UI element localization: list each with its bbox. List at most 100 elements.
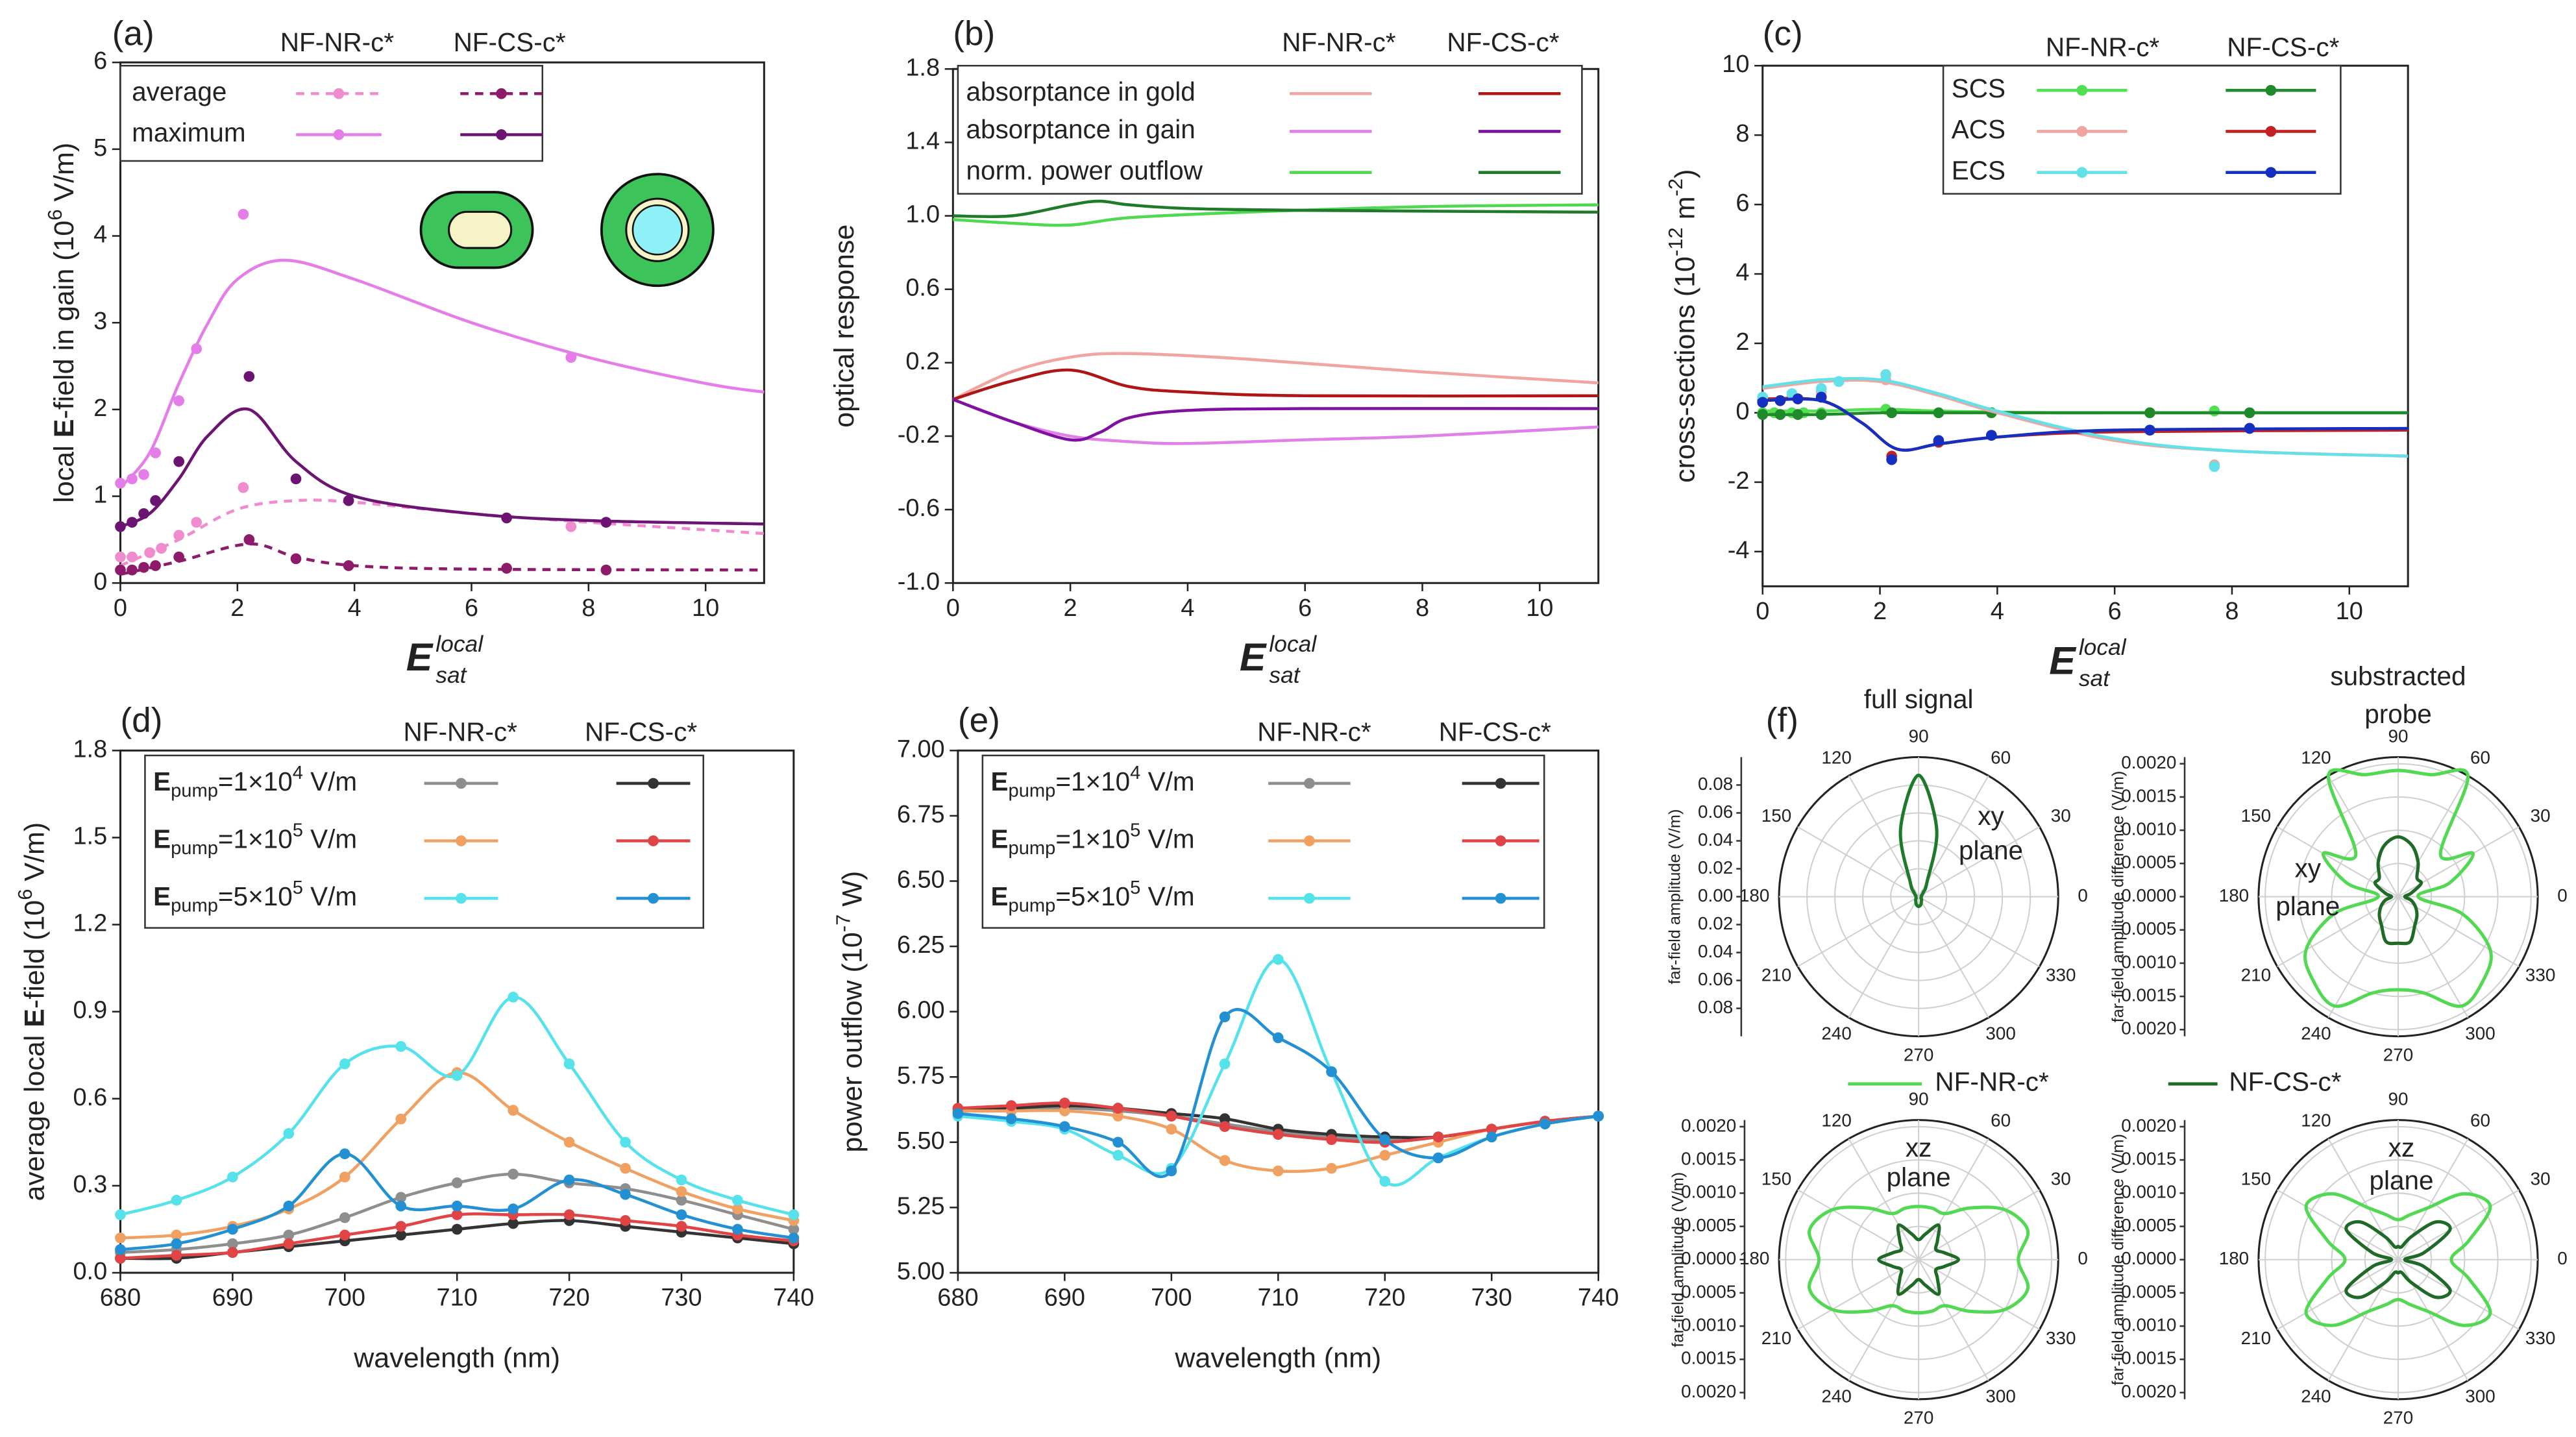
y-tick-label: 5.25 [897, 1192, 945, 1220]
theta-tick-label: 180 [2219, 1248, 2249, 1268]
x-axis-label-sup: local [435, 631, 484, 657]
label-part: E [991, 767, 1009, 796]
data-point [563, 1174, 575, 1186]
theta-tick-label: 180 [1739, 885, 1769, 905]
data-point [1326, 1134, 1337, 1146]
spoke [1797, 1259, 1919, 1331]
data-point [451, 1177, 463, 1188]
theta-tick-label: 90 [1909, 1089, 1929, 1109]
data-point [600, 517, 612, 528]
legend-marker [1304, 778, 1315, 789]
data-point [1833, 376, 1845, 387]
x-axis-label-sub: sat [435, 662, 467, 688]
x-tick-label: 700 [325, 1284, 365, 1311]
label-part: E [19, 1009, 51, 1027]
legend-row: maximum [132, 117, 245, 147]
data-point [1757, 409, 1769, 420]
data-point [508, 1203, 519, 1214]
data-point [138, 508, 149, 519]
legend-row: Epump=1×104 V/m [991, 762, 1195, 801]
y-tick-label: 2 [93, 395, 107, 422]
r-tick-label: 0.00 [1698, 885, 1733, 905]
spoke [2277, 1189, 2399, 1260]
theta-tick-label: 210 [1761, 965, 1791, 985]
x-tick-label: 4 [1181, 595, 1194, 622]
theta-tick-label: 330 [2525, 965, 2555, 985]
y-tick-label: 2 [1736, 328, 1749, 356]
data-point [1005, 1113, 1017, 1124]
data-point [339, 1172, 350, 1183]
series-line [119, 258, 765, 489]
data-point [788, 1209, 800, 1220]
y-tick-label: -0.6 [898, 495, 940, 522]
label-part: -field (10 [19, 900, 51, 1009]
y-tick-label: 6.50 [897, 866, 945, 894]
r-tick-label: 0.0000 [1681, 1248, 1736, 1268]
x-axis-label: wavelength (nm) [353, 1342, 560, 1373]
r-tick-label: 0.06 [1698, 802, 1733, 822]
panel-label: (a) [112, 15, 154, 53]
spoke [2398, 896, 2520, 967]
polar-series [2304, 1192, 2492, 1327]
y-axis-label: power outflow (10-7 W) [832, 871, 868, 1153]
label-part: V/m [1140, 767, 1194, 796]
legend-column: NF-CS-c* [1447, 27, 1559, 57]
data-point [1757, 397, 1769, 408]
legend-label: NF-NR-c* [1935, 1067, 2049, 1097]
data-point [1059, 1121, 1070, 1133]
data-point [115, 1253, 126, 1264]
legend-column: NF-NR-c* [404, 717, 518, 747]
spoke [1797, 896, 1919, 967]
data-point [563, 1058, 575, 1070]
legend-marker [1495, 892, 1506, 904]
legend-row: SCS [1952, 73, 2006, 103]
r-tick-label: 0.0000 [2121, 885, 2176, 905]
theta-tick-label: 30 [2531, 1168, 2551, 1188]
theta-tick-label: 30 [2531, 805, 2551, 826]
plane-label: plane [1887, 1162, 1951, 1192]
r-tick-label: 0.04 [1698, 829, 1733, 850]
legend-column: NF-CS-c* [1439, 717, 1551, 747]
data-point [144, 547, 155, 558]
y-tick-label: 6.25 [897, 931, 945, 959]
data-point [1792, 409, 1804, 420]
data-point [1985, 430, 1997, 441]
y-axis-label: average local E-field (106 V/m) [14, 822, 50, 1201]
theta-tick-label: 0 [2557, 885, 2567, 905]
y-tick-label: 1.2 [73, 910, 107, 937]
data-point [620, 1136, 631, 1148]
theta-tick-label: 0 [2078, 1248, 2087, 1268]
r-tick-label: 0.02 [1698, 857, 1733, 878]
theta-tick-label: 210 [2241, 1328, 2271, 1348]
series-line [952, 352, 1599, 401]
y-tick-label: 5 [93, 134, 107, 162]
data-point [563, 1209, 575, 1220]
polar-series [2373, 835, 2423, 946]
r-tick-label: 0.0005 [1681, 1215, 1736, 1235]
x-tick-label: 680 [100, 1284, 141, 1311]
theta-tick-label: 300 [2465, 1023, 2495, 1043]
x-tick-label: 730 [661, 1284, 702, 1311]
data-point [1774, 395, 1786, 406]
data-point [156, 543, 167, 554]
data-point [1112, 1149, 1123, 1161]
r-tick-label: 0.0015 [2121, 1148, 2176, 1168]
legend-marker [333, 88, 345, 99]
legend-row: ECS [1952, 155, 2006, 185]
legend-row: Epump=1×105 V/m [153, 820, 357, 859]
spoke [1918, 1259, 2040, 1331]
series-line [119, 996, 794, 1216]
plane-label: xy [2295, 854, 2322, 883]
label-part: power outflow (10 [837, 932, 868, 1152]
data-point [732, 1194, 743, 1206]
plane-label: plane [1959, 835, 2023, 865]
data-point [565, 352, 577, 363]
label-part: E [991, 824, 1009, 854]
polar-title: probe [2364, 699, 2432, 729]
r-tick-label: 0.0010 [2121, 1182, 2176, 1202]
data-point [339, 1212, 350, 1223]
data-point [1219, 1113, 1231, 1124]
legend-row: Epump=5×105 V/m [153, 878, 357, 916]
y-tick-label: 4 [1736, 259, 1749, 286]
plane-label: xz [2388, 1133, 2414, 1162]
